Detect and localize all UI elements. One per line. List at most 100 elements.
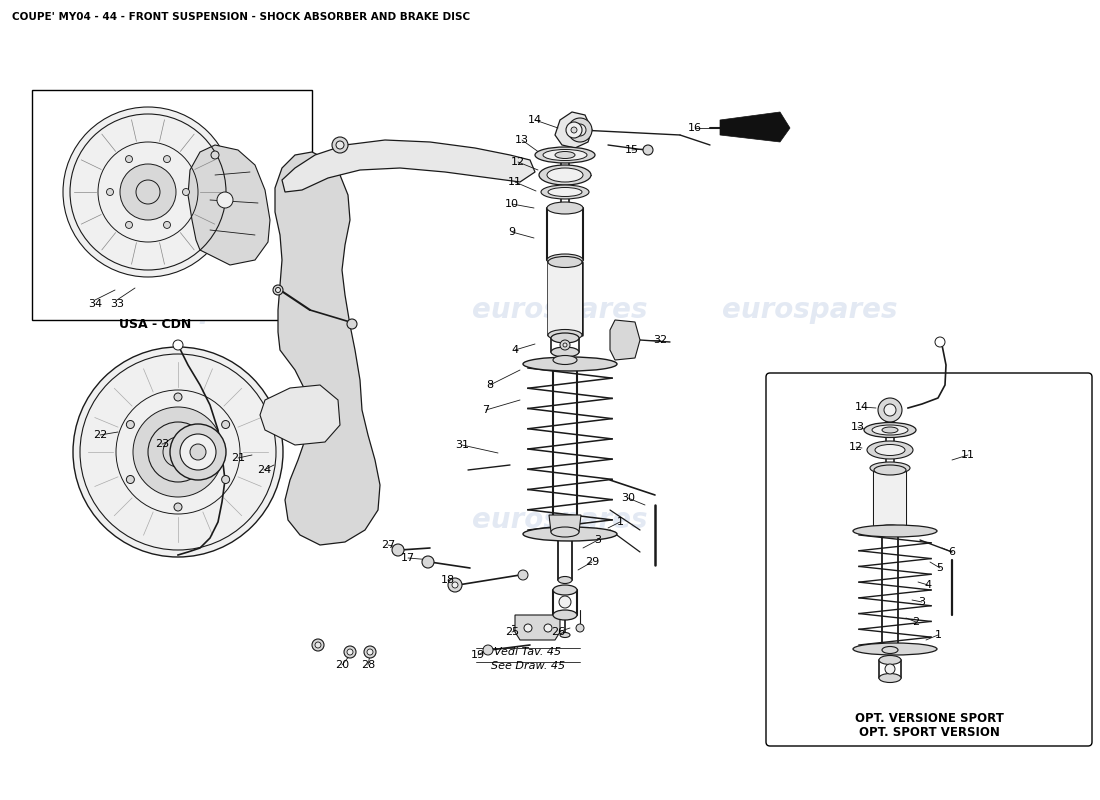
Ellipse shape	[874, 445, 905, 455]
Text: 1: 1	[616, 517, 624, 527]
Text: 9: 9	[508, 227, 516, 237]
Text: 15: 15	[625, 145, 639, 155]
Text: OPT. SPORT VERSION: OPT. SPORT VERSION	[859, 726, 1000, 738]
Ellipse shape	[560, 633, 570, 638]
Circle shape	[544, 624, 552, 632]
Circle shape	[566, 122, 582, 138]
Ellipse shape	[522, 527, 617, 541]
Circle shape	[576, 624, 584, 632]
Text: 26: 26	[551, 627, 565, 637]
Circle shape	[559, 596, 571, 608]
Ellipse shape	[553, 585, 578, 595]
Ellipse shape	[553, 355, 578, 365]
Circle shape	[173, 340, 183, 350]
Text: 27: 27	[381, 540, 395, 550]
Text: eurospares: eurospares	[723, 296, 898, 324]
Text: 6: 6	[948, 547, 956, 557]
Ellipse shape	[547, 254, 583, 266]
Text: USA - CDN: USA - CDN	[119, 318, 191, 330]
Ellipse shape	[879, 655, 901, 665]
Ellipse shape	[543, 150, 587, 161]
Text: 20: 20	[334, 660, 349, 670]
Ellipse shape	[548, 330, 582, 341]
Circle shape	[126, 475, 134, 483]
Polygon shape	[610, 320, 640, 360]
Circle shape	[126, 421, 134, 429]
Polygon shape	[275, 152, 380, 545]
Circle shape	[884, 404, 896, 416]
Ellipse shape	[867, 441, 913, 459]
Text: 12: 12	[849, 442, 864, 452]
Text: 7: 7	[483, 405, 490, 415]
Circle shape	[312, 639, 324, 651]
Circle shape	[148, 422, 208, 482]
Ellipse shape	[870, 462, 910, 474]
Polygon shape	[549, 515, 581, 532]
Circle shape	[336, 141, 344, 149]
Polygon shape	[556, 112, 592, 148]
Text: 1: 1	[935, 630, 942, 640]
Circle shape	[63, 107, 233, 277]
Circle shape	[935, 337, 945, 347]
Polygon shape	[282, 140, 535, 192]
Text: 13: 13	[515, 135, 529, 145]
Polygon shape	[548, 262, 582, 335]
Text: 32: 32	[653, 335, 667, 345]
Circle shape	[273, 285, 283, 295]
Text: 14: 14	[528, 115, 542, 125]
Text: 16: 16	[688, 123, 702, 133]
Circle shape	[367, 649, 373, 655]
Text: 2: 2	[912, 617, 920, 627]
Text: 11: 11	[961, 450, 975, 460]
Text: 13: 13	[851, 422, 865, 432]
Circle shape	[344, 646, 356, 658]
Circle shape	[164, 222, 170, 229]
Ellipse shape	[551, 527, 579, 537]
Circle shape	[107, 189, 113, 195]
Text: 10: 10	[505, 199, 519, 209]
Text: 4: 4	[924, 580, 932, 590]
Ellipse shape	[852, 525, 937, 537]
Text: 3: 3	[594, 535, 602, 545]
Ellipse shape	[541, 185, 589, 199]
Polygon shape	[515, 615, 560, 640]
Circle shape	[571, 127, 578, 133]
Circle shape	[164, 155, 170, 162]
Polygon shape	[874, 470, 906, 530]
Ellipse shape	[551, 347, 579, 357]
Text: See Draw. 45: See Draw. 45	[491, 661, 565, 671]
Ellipse shape	[864, 422, 916, 438]
Circle shape	[170, 424, 226, 480]
Circle shape	[364, 646, 376, 658]
Text: eurospares: eurospares	[472, 296, 648, 324]
Ellipse shape	[535, 147, 595, 163]
Ellipse shape	[879, 674, 901, 682]
Text: 14: 14	[855, 402, 869, 412]
Text: 30: 30	[621, 493, 635, 503]
Circle shape	[190, 444, 206, 460]
Circle shape	[452, 582, 458, 588]
Text: 25: 25	[505, 627, 519, 637]
Text: 4: 4	[512, 345, 518, 355]
Text: 31: 31	[455, 440, 469, 450]
Circle shape	[346, 649, 353, 655]
Circle shape	[211, 151, 219, 159]
Circle shape	[563, 343, 566, 347]
Text: 5: 5	[936, 563, 944, 573]
Circle shape	[133, 407, 223, 497]
Text: 11: 11	[508, 177, 522, 187]
Circle shape	[136, 180, 160, 204]
Circle shape	[73, 347, 283, 557]
Circle shape	[518, 570, 528, 580]
Ellipse shape	[874, 525, 906, 535]
Text: OPT. VERSIONE SPORT: OPT. VERSIONE SPORT	[855, 711, 1003, 725]
Ellipse shape	[874, 465, 906, 475]
Circle shape	[560, 340, 570, 350]
Ellipse shape	[522, 357, 617, 371]
Ellipse shape	[852, 643, 937, 655]
Circle shape	[217, 192, 233, 208]
Circle shape	[275, 287, 280, 293]
Ellipse shape	[553, 610, 578, 620]
Text: 17: 17	[400, 553, 415, 563]
Circle shape	[886, 664, 895, 674]
